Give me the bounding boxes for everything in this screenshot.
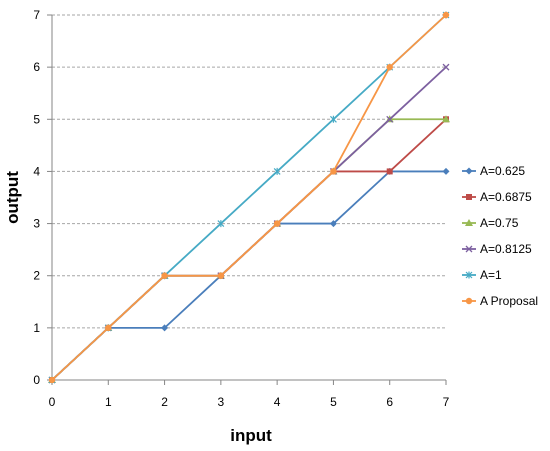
data-point [442, 167, 450, 175]
legend-marker [465, 245, 473, 253]
data-point [442, 115, 450, 123]
data-point [273, 220, 281, 227]
data-point [330, 115, 337, 123]
legend-item: A=0.625 [462, 164, 525, 178]
gridlines [52, 14, 446, 329]
x-tick-label: 1 [105, 395, 112, 409]
data-point [48, 376, 56, 384]
data-point [161, 272, 168, 279]
x-tick-label: 5 [330, 395, 337, 409]
x-tick-label: 3 [218, 395, 225, 409]
x-tick-label: 2 [161, 395, 168, 409]
legend-marker [465, 219, 473, 226]
y-tick-label: 6 [33, 60, 40, 74]
legend-marker [465, 167, 473, 175]
legend-item: A Proposal [462, 294, 538, 308]
y-tick-label: 7 [33, 8, 40, 22]
plot-area [48, 11, 450, 384]
legend-marker [465, 297, 473, 305]
x-tick-label: 4 [274, 395, 281, 409]
legend-marker [465, 271, 473, 279]
legend-label: A=0.75 [480, 216, 519, 230]
data-point [273, 167, 281, 175]
y-tick-label: 0 [33, 373, 40, 387]
legend-label: A=0.6875 [480, 190, 532, 204]
legend-label: A=0.8125 [480, 242, 532, 256]
data-point [161, 324, 169, 332]
y-tick-label: 5 [33, 112, 40, 126]
data-point [386, 63, 393, 71]
y-tick-label: 1 [33, 321, 40, 335]
x-tick-label: 6 [386, 395, 393, 409]
data-point [330, 168, 337, 175]
legend-label: A=1 [480, 268, 502, 282]
legend-label: A Proposal [480, 294, 538, 308]
data-point [442, 63, 450, 71]
data-point [217, 272, 225, 279]
data-point [217, 220, 225, 228]
legend-item: A=0.6875 [462, 190, 532, 204]
data-point [329, 220, 337, 228]
legend-item: A=1 [462, 268, 502, 282]
tick-labels: 0 1 2 3 4 5 6 7 0 1 2 3 4 5 6 7 [33, 8, 449, 409]
y-tick-label: 2 [33, 269, 40, 283]
x-tick-label: 7 [443, 395, 450, 409]
data-point [105, 324, 112, 332]
series-a-proposal [48, 11, 450, 384]
y-tick-label: 4 [33, 164, 40, 178]
y-axis-title: output [3, 171, 22, 224]
data-point [386, 168, 393, 175]
legend-item: A=0.8125 [462, 242, 532, 256]
y-tick-label: 3 [33, 217, 40, 231]
legend-marker [466, 194, 472, 200]
data-point [442, 11, 450, 19]
data-point [386, 115, 394, 123]
x-tick-label: 0 [49, 395, 56, 409]
series-line [51, 14, 447, 381]
legend-item: A=0.75 [462, 216, 519, 230]
axes [47, 14, 447, 385]
legend-label: A=0.625 [480, 164, 525, 178]
x-axis-title: input [230, 426, 272, 445]
legend: A=0.625 A=0.6875 A=0.75 A=0.8125 A=1 A Propos… [462, 164, 538, 308]
